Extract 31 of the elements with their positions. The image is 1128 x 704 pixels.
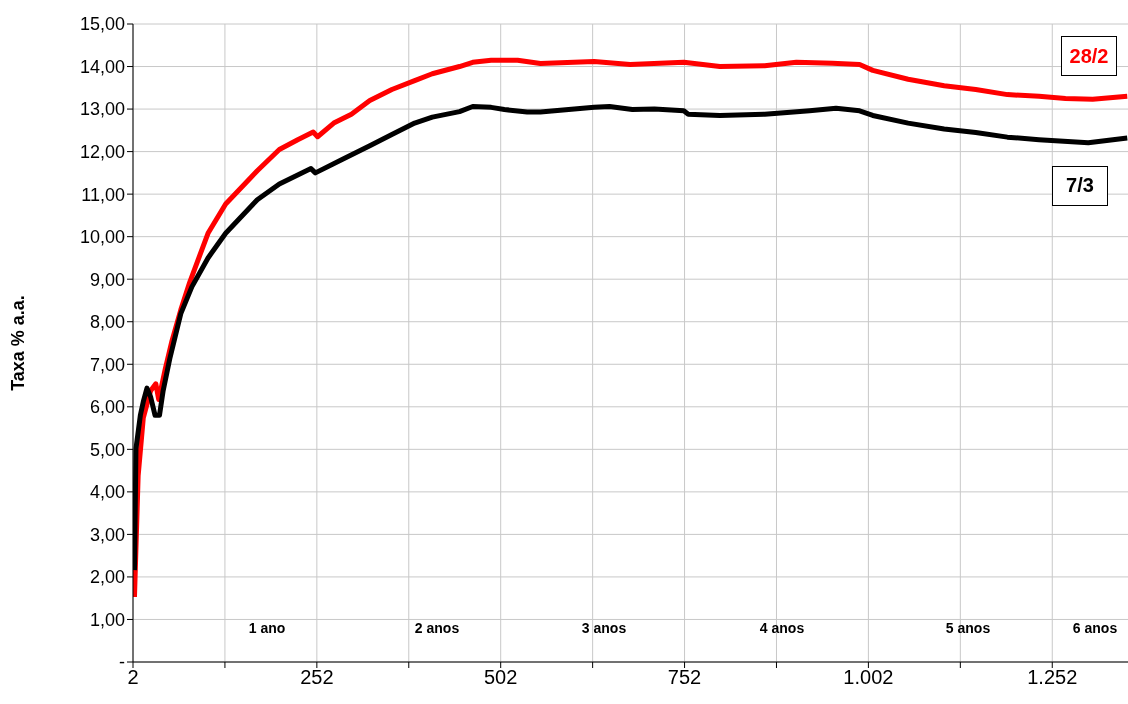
x-tick-label: 502 (484, 666, 518, 689)
series-label: 28/2 (1061, 36, 1117, 77)
annotation: 6 anos (1071, 620, 1119, 636)
y-axis-title: Taxa % a.a. (8, 295, 29, 391)
x-tick-label: 2 (127, 666, 139, 689)
y-tick-label: 9,00 (89, 269, 125, 290)
x-tick-label: 252 (300, 666, 334, 689)
y-tick-label: 10,00 (79, 227, 125, 248)
y-tick-label: 8,00 (89, 312, 125, 333)
y-tick-label: 12,00 (79, 141, 125, 162)
y-tick-label: 13,00 (79, 99, 125, 120)
annotation: 2 anos (413, 620, 461, 636)
y-tick-label: 5,00 (89, 439, 125, 460)
annotation: 1 ano (247, 620, 287, 636)
y-tick-label: 4,00 (89, 482, 125, 503)
y-tick-label: - (119, 652, 125, 673)
y-tick-label: 6,00 (89, 397, 125, 418)
y-tick-label: 7,00 (89, 354, 125, 375)
annotation: 5 anos (944, 620, 992, 636)
series-label: 7/3 (1052, 165, 1108, 206)
annotation: 4 anos (758, 620, 806, 636)
y-tick-label: 11,00 (81, 184, 125, 205)
annotation: 3 anos (580, 620, 628, 636)
y-tick-label: 2,00 (89, 567, 125, 588)
x-tick-label: 1.252 (1027, 666, 1078, 689)
x-tick-label: 752 (667, 666, 702, 689)
y-tick-label: 14,00 (79, 56, 125, 77)
y-tick-label: 3,00 (89, 524, 125, 545)
x-tick-label: 1.002 (843, 666, 894, 689)
y-tick-label: 15,00 (79, 14, 125, 35)
y-tick-label: 1,00 (89, 609, 125, 630)
